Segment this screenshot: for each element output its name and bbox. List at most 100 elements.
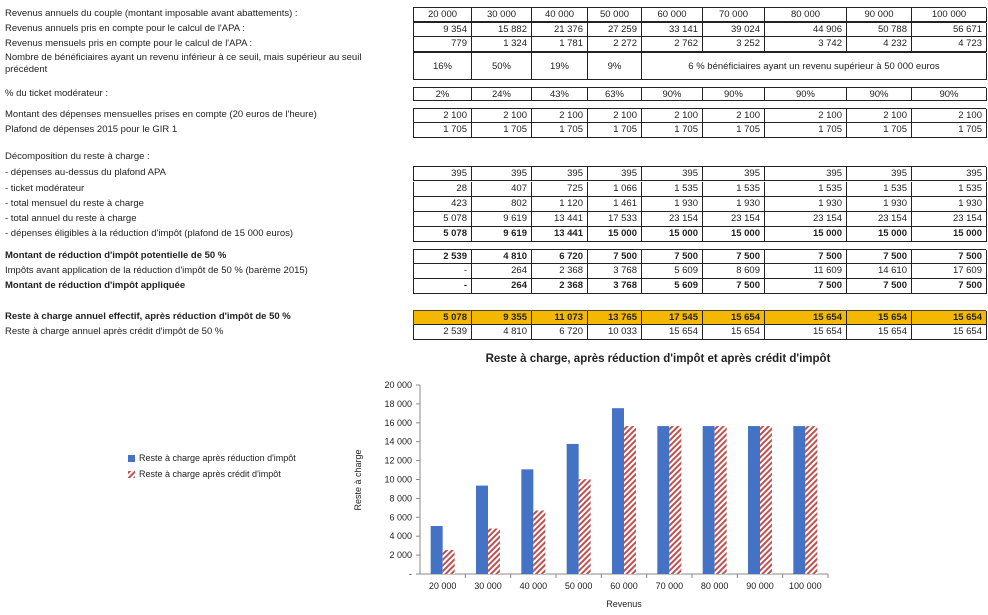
table-cell: -: [414, 264, 472, 279]
table-cell: 1 535: [847, 182, 912, 197]
table-cell: 16%: [414, 53, 472, 80]
table-cell: 264: [472, 279, 532, 294]
x-tick-label: 50 000: [565, 581, 593, 591]
bar-reduction: [476, 485, 488, 574]
table-cell: 395: [472, 167, 532, 181]
row-label: Montant des dépenses mensuelles prises e…: [5, 109, 317, 120]
row-label: - ticket modérateur: [5, 183, 85, 194]
table-cell: 50%: [472, 53, 532, 80]
table-cell: 24%: [472, 88, 532, 101]
table-cell: 1 705: [703, 123, 765, 138]
table-cell: 725: [532, 182, 588, 197]
table-cell: 4 723: [912, 37, 987, 52]
table-cell: 1 705: [588, 123, 642, 138]
table-cell: 3 742: [765, 37, 847, 52]
table-cell: 11 073: [532, 311, 588, 325]
table-cell: 5 078: [414, 311, 472, 325]
table-cell: 6 720: [532, 325, 588, 340]
table-cell: 1 930: [703, 197, 765, 212]
y-tick-label: 2 000: [389, 550, 412, 560]
table-cell: 23 154: [765, 212, 847, 227]
table-cell: 2 272: [588, 37, 642, 52]
table-cell: 9 355: [472, 311, 532, 325]
x-tick-label: 70 000: [656, 581, 684, 591]
table-cell: 1 781: [532, 37, 588, 52]
table-cell: 2 368: [532, 264, 588, 279]
table-cell: 23 154: [847, 212, 912, 227]
table-cell: 15 654: [912, 325, 987, 340]
y-tick-label: -: [409, 569, 412, 579]
table-cell: 17 609: [912, 264, 987, 279]
table-cell: 2 539: [414, 250, 472, 264]
table-cell: 9%: [588, 53, 642, 80]
table-cell: 1 705: [642, 123, 703, 138]
y-tick-label: 10 000: [384, 475, 412, 485]
row-label: Revenus annuels du couple (montant impos…: [5, 8, 298, 19]
table-cell: 15 000: [912, 227, 987, 242]
table-cell: 2 100: [912, 109, 987, 123]
table-cell: 1 066: [588, 182, 642, 197]
table-cell: 15 654: [765, 325, 847, 340]
table-cell: 4 810: [472, 325, 532, 340]
table-row: -264 2 368 3 768 5 609 7 500 7 500 7 500 7 500: [413, 279, 987, 294]
table-row: 2 539 4 810 6 720 7 500 7 500 7 500 7 500 7 500…: [413, 249, 987, 264]
table-cell: 10 033: [588, 325, 642, 340]
table-cell: 1 705: [765, 123, 847, 138]
table-cell: 44 906: [765, 23, 847, 37]
table-cell: 43%: [532, 88, 588, 101]
table-cell: 2 762: [642, 37, 703, 52]
table-cell: 264: [472, 264, 532, 279]
y-tick-label: 14 000: [384, 437, 412, 447]
table-cell: 2 100: [414, 109, 472, 123]
table-cell: 802: [472, 197, 532, 212]
bar-reduction: [748, 426, 760, 574]
bar-credit: [488, 528, 500, 574]
table-row: 16% 50% 19% 9% 6 % bénéficiaires ayant un re…: [413, 52, 987, 80]
table-cell: 63%: [588, 88, 642, 101]
table-cell-merged: 6 % bénéficiaires ayant un revenu supéri…: [642, 53, 987, 80]
table-cell: 15 882: [472, 23, 532, 37]
table-cell: 15 654: [703, 325, 765, 340]
table-cell: 1 705: [532, 123, 588, 138]
table-cell: 2%: [414, 88, 472, 101]
y-tick-label: 12 000: [384, 456, 412, 466]
row-label: Impôts avant application de la réduction…: [5, 265, 308, 276]
table-cell: 90%: [765, 88, 847, 101]
table-cell: 395: [642, 167, 703, 181]
bar-credit: [442, 550, 455, 574]
bar-reduction: [566, 443, 579, 574]
table-cell: 20 000: [414, 8, 472, 22]
table-cell: 3 768: [588, 264, 642, 279]
table-cell: 2 100: [532, 109, 588, 123]
row-label: - dépenses au-dessus du plafond APA: [5, 167, 166, 178]
table-row: -264 2 368 3 768 5 609 8 609 11 609 14 610 17 6…: [413, 264, 987, 279]
x-tick-label: 100 000: [789, 581, 822, 591]
table-cell: 395: [912, 167, 987, 181]
table-cell: 395: [703, 167, 765, 181]
table-cell: 70 000: [703, 8, 765, 22]
table-cell: 15 000: [588, 227, 642, 242]
table-cell: 2 100: [765, 109, 847, 123]
table-row: 423 802 1 120 1 461 1 930 1 930 1 930 1 930 1 93…: [413, 197, 987, 212]
table-cell: 15 000: [703, 227, 765, 242]
table-cell: 6 720: [532, 250, 588, 264]
table-cell: 7 500: [912, 279, 987, 294]
row-label: Montant de réduction d'impôt appliquée: [5, 280, 186, 291]
bar-reduction: [657, 426, 670, 574]
table-cell: 7 500: [765, 279, 847, 294]
table-cell: 395: [765, 167, 847, 181]
row-label: Montant de réduction d'impôt potentielle…: [5, 250, 227, 261]
bar-reduction: [612, 408, 624, 574]
chart-title: Reste à charge, après réduction d'impôt …: [486, 353, 831, 365]
table-cell: 9 619: [472, 227, 532, 242]
table-cell: 5 078: [414, 227, 472, 242]
bar-reduction: [702, 426, 715, 574]
table-cell: 407: [472, 182, 532, 197]
y-tick-label: 18 000: [384, 399, 412, 409]
bar-credit: [669, 426, 682, 574]
table-row: 9 354 15 882 21 376 27 259 33 141 39 024 44 90…: [413, 22, 987, 37]
table-cell: 1 930: [912, 197, 987, 212]
table-cell: 90%: [847, 88, 912, 101]
table-cell: 5 078: [414, 212, 472, 227]
table-cell: 14 610: [847, 264, 912, 279]
